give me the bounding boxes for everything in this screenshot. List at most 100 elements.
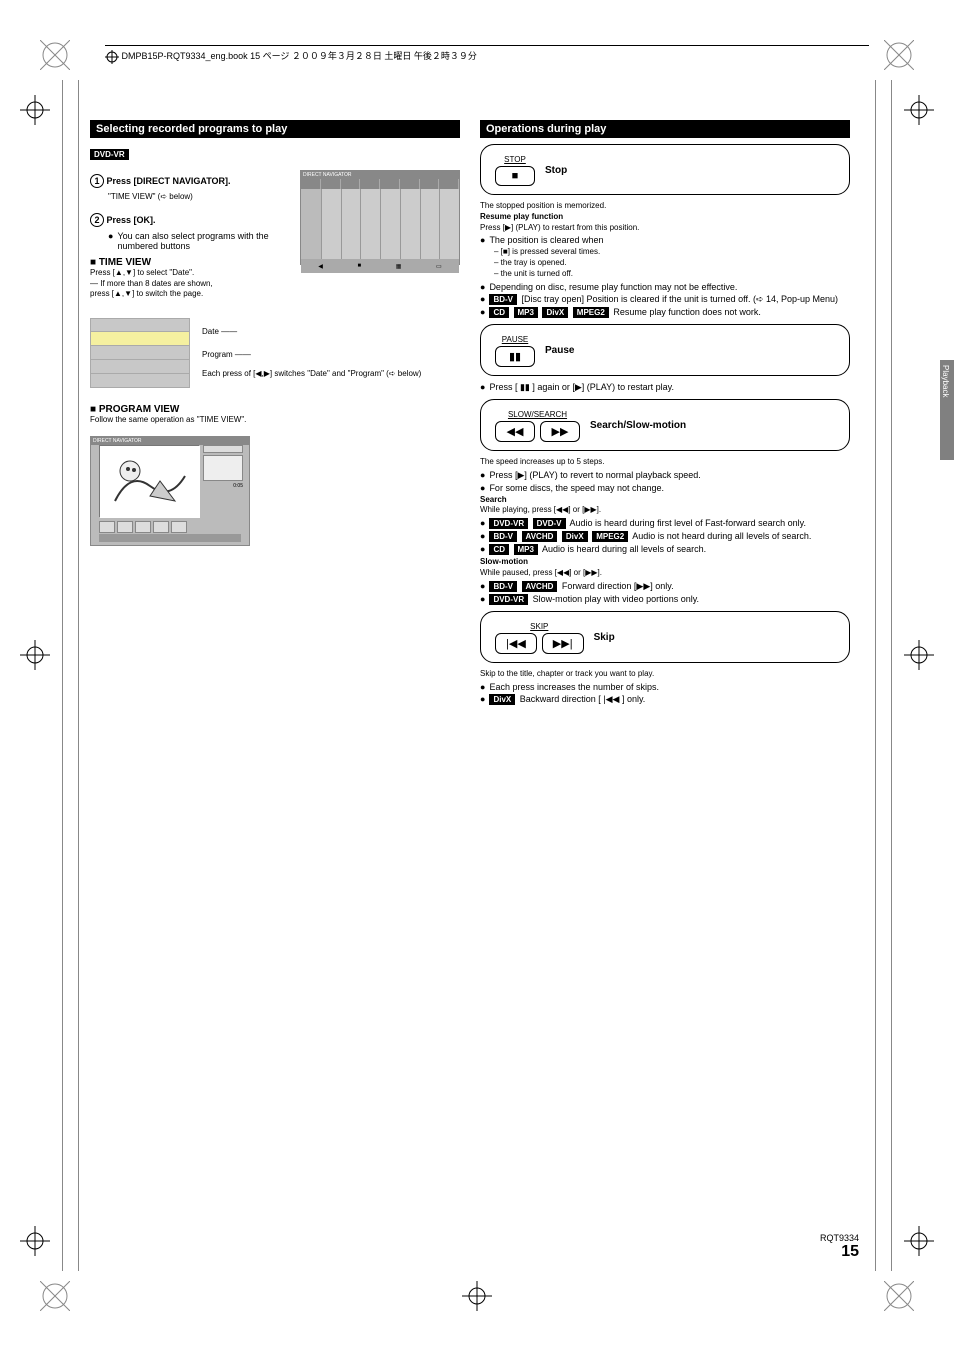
stop-bul1: The position is cleared when: [489, 235, 603, 245]
step-2: 2: [90, 213, 104, 227]
stop-bul2: Depending on disc, resume play function …: [489, 282, 737, 292]
stop-sub1: – [■] is pressed several times.: [494, 247, 850, 258]
search-body1: The speed increases up to 5 steps.: [480, 457, 850, 468]
stop-title: Stop: [545, 165, 835, 176]
tag-avchd2: AVCHD: [522, 581, 558, 592]
rewind-button-icon: ◀◀: [495, 421, 535, 442]
tag-mp32: MP3: [514, 544, 538, 555]
pause-label: PAUSE: [502, 335, 529, 344]
tag-cd2: CD: [489, 544, 509, 555]
step1-text: Press [DIRECT NAVIGATOR].: [107, 176, 231, 186]
skip-label: SKIP: [530, 622, 548, 631]
timeview-text1: Press [▲,▼] to select "Date".: [90, 268, 292, 279]
stop-label: STOP: [504, 155, 526, 164]
pause-button-icon: ▮▮: [495, 346, 535, 367]
search-bul-s1: Audio is heard during first level of Fas…: [570, 518, 806, 528]
search-bul1: Press [▶] (PLAY) to revert to normal pla…: [489, 470, 700, 481]
hatch-mark: [40, 1281, 70, 1311]
tag-cd: CD: [489, 307, 509, 318]
tag-mp3: MP3: [514, 307, 538, 318]
step2-text: Press [OK].: [107, 215, 156, 225]
step1-sub: "TIME VIEW" (➪ below): [108, 192, 292, 203]
search-bul-s3: Audio is heard during all levels of sear…: [542, 544, 706, 554]
skip-back-button-icon: |◀◀: [495, 633, 537, 654]
stop-sub2: – the tray is opened.: [494, 258, 850, 269]
footer-page: 15: [820, 1243, 859, 1261]
header-text: DMPB15P-RQT9334_eng.book 15 ページ ２００９年３月２…: [122, 51, 477, 61]
tag-mpeg2b: MPEG2: [592, 531, 628, 542]
tag-divx3: DivX: [489, 694, 515, 705]
pause-title: Pause: [545, 345, 835, 356]
tag-dvdv: DVD-V: [533, 518, 566, 529]
timeview-caption: Each press of [◀,▶] switches "Date" and …: [202, 369, 460, 380]
search-title: Search/Slow-motion: [590, 420, 835, 431]
slow-bul1: Forward direction [▶▶] only.: [562, 581, 674, 591]
program-label: Program: [202, 350, 233, 359]
hatch-mark: [884, 1281, 914, 1311]
side-tab: Playback: [940, 360, 954, 460]
hatch-mark: [884, 40, 914, 70]
tag-avchd: AVCHD: [522, 531, 558, 542]
search-bul2: For some discs, the speed may not change…: [489, 483, 664, 493]
section-bar-left: Selecting recorded programs to play: [90, 120, 460, 138]
tag-dvdvr2: DVD-VR: [489, 594, 528, 605]
side-tab-label: Playback: [941, 365, 950, 397]
page-footer: RQT9334 15: [820, 1233, 859, 1261]
skip-fwd-button-icon: ▶▶|: [542, 633, 584, 654]
slow-bul2: Slow-motion play with video portions onl…: [533, 594, 699, 604]
stop-bul4: Resume play function does not work.: [613, 307, 761, 317]
footer-code: RQT9334: [820, 1233, 859, 1243]
pause-body: Press [ ▮▮ ] again or [▶] (PLAY) to rest…: [489, 382, 674, 393]
stop-body1: The stopped position is memorized.: [480, 201, 850, 212]
tag-bdv: BD-V: [489, 294, 517, 305]
slow-body: While paused, press [◀◀] or [▶▶].: [480, 568, 850, 579]
step2-bullet: You can also select programs with the nu…: [117, 231, 292, 251]
skip-title: Skip: [594, 632, 835, 643]
search-heading: Search: [480, 495, 507, 504]
crosshair-icon: [904, 95, 934, 125]
stop-button-icon: ■: [495, 166, 535, 186]
progview-text: Follow the same operation as "TIME VIEW"…: [90, 415, 460, 426]
search-bul-s2: Audio is not heard during all levels of …: [632, 531, 811, 541]
schedule-screenshot: DIRECT NAVIGATOR ◀■▦▭: [300, 170, 460, 300]
format-tag-dvdvr: DVD-VR: [90, 149, 129, 160]
slow-heading: Slow-motion: [480, 557, 528, 566]
tag-dvdvr: DVD-VR: [489, 518, 528, 529]
crosshair-icon: [20, 95, 50, 125]
date-list: [90, 318, 190, 388]
forward-button-icon: ▶▶: [540, 421, 580, 442]
timeview-text2: — If more than 8 dates are shown,: [90, 279, 292, 290]
preview-screenshot: DIRECT NAVIGATOR 0:05: [90, 436, 460, 546]
timeview-heading: ■ TIME VIEW: [90, 257, 292, 268]
tag-bdv2: BD-V: [489, 531, 517, 542]
tag-divx: DivX: [542, 307, 568, 318]
crosshair-icon: [904, 640, 934, 670]
crosshair-icon: [904, 1226, 934, 1256]
stop-heading: Resume play function: [480, 212, 563, 221]
tag-bdv3: BD-V: [489, 581, 517, 592]
search-body-s: While playing, press [◀◀] or [▶▶].: [480, 505, 850, 516]
crosshair-icon: [20, 1226, 50, 1256]
stop-bul3: [Disc tray open] Position is cleared if …: [519, 294, 838, 304]
crosshair-icon: [20, 640, 50, 670]
section-bar-right: Operations during play: [480, 120, 850, 138]
skip-body: Skip to the title, chapter or track you …: [480, 669, 850, 680]
timeview-text3: press [▲,▼] to switch the page.: [90, 289, 292, 300]
control-stop: STOP ■ Stop: [480, 144, 850, 195]
control-pause: PAUSE ▮▮ Pause: [480, 324, 850, 376]
control-skip: SKIP |◀◀ ▶▶| Skip: [480, 611, 850, 663]
crosshair-icon: [462, 1281, 492, 1311]
print-header: DMPB15P-RQT9334_eng.book 15 ページ ２００９年３月２…: [105, 45, 869, 65]
skip-bul2: Backward direction [ |◀◀ ] only.: [520, 694, 646, 704]
control-search: SLOW/SEARCH ◀◀ ▶▶ Search/Slow-motion: [480, 399, 850, 451]
progview-heading: ■ PROGRAM VIEW: [90, 404, 460, 415]
skip-bul1: Each press increases the number of skips…: [489, 682, 659, 692]
search-label: SLOW/SEARCH: [508, 410, 567, 419]
tag-divx2: DivX: [562, 531, 588, 542]
stop-body2: Press [▶] (PLAY) to restart from this po…: [480, 223, 850, 234]
hatch-mark: [40, 40, 70, 70]
tag-mpeg2: MPEG2: [573, 307, 609, 318]
date-label: Date: [202, 327, 219, 336]
stop-sub3: – the unit is turned off.: [494, 269, 850, 280]
step-1: 1: [90, 174, 104, 188]
